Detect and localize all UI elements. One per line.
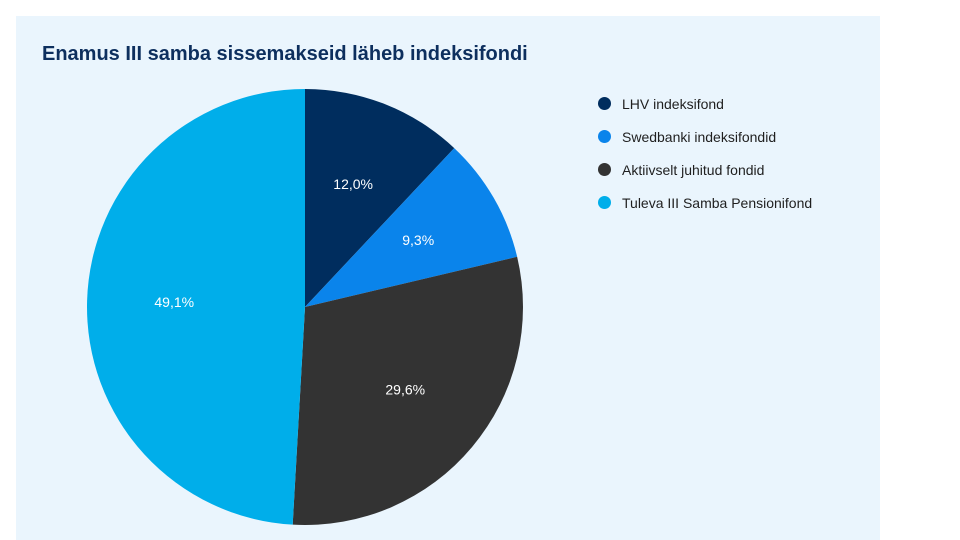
pie-slice-4 (87, 89, 305, 525)
legend-label: Tuleva III Samba Pensionifond (622, 194, 813, 211)
slice-value-label-1: 12,0% (333, 176, 373, 192)
legend-label: LHV indeksifond (622, 95, 724, 112)
legend-swatch (598, 163, 611, 176)
chart-legend: LHV indeksifond Swedbanki indeksifondid Ak… (598, 92, 812, 224)
legend-item-2: Swedbanki indeksifondid (598, 125, 812, 148)
pie-slice-3 (292, 256, 523, 525)
legend-item-4: Tuleva III Samba Pensionifond (598, 191, 812, 214)
pie-chart: 12,0% 9,3% 29,6% 49,1% (87, 89, 523, 525)
legend-swatch (598, 130, 611, 143)
legend-label: Swedbanki indeksifondid (622, 128, 777, 145)
legend-item-3: Aktiivselt juhitud fondid (598, 158, 812, 181)
slice-value-label-3: 29,6% (385, 382, 425, 398)
legend-swatch (598, 97, 611, 110)
legend-swatch (598, 196, 611, 209)
pie-slice-2 (305, 148, 518, 307)
legend-item-1: LHV indeksifond (598, 92, 812, 115)
slice-value-label-4: 49,1% (154, 294, 194, 310)
chart-title: Enamus III samba sissemakseid läheb inde… (42, 43, 528, 65)
slice-value-label-2: 9,3% (402, 232, 434, 248)
chart-panel: Enamus III samba sissemakseid läheb inde… (16, 16, 880, 540)
pie-slice-1 (305, 89, 455, 307)
legend-label: Aktiivselt juhitud fondid (622, 161, 765, 178)
